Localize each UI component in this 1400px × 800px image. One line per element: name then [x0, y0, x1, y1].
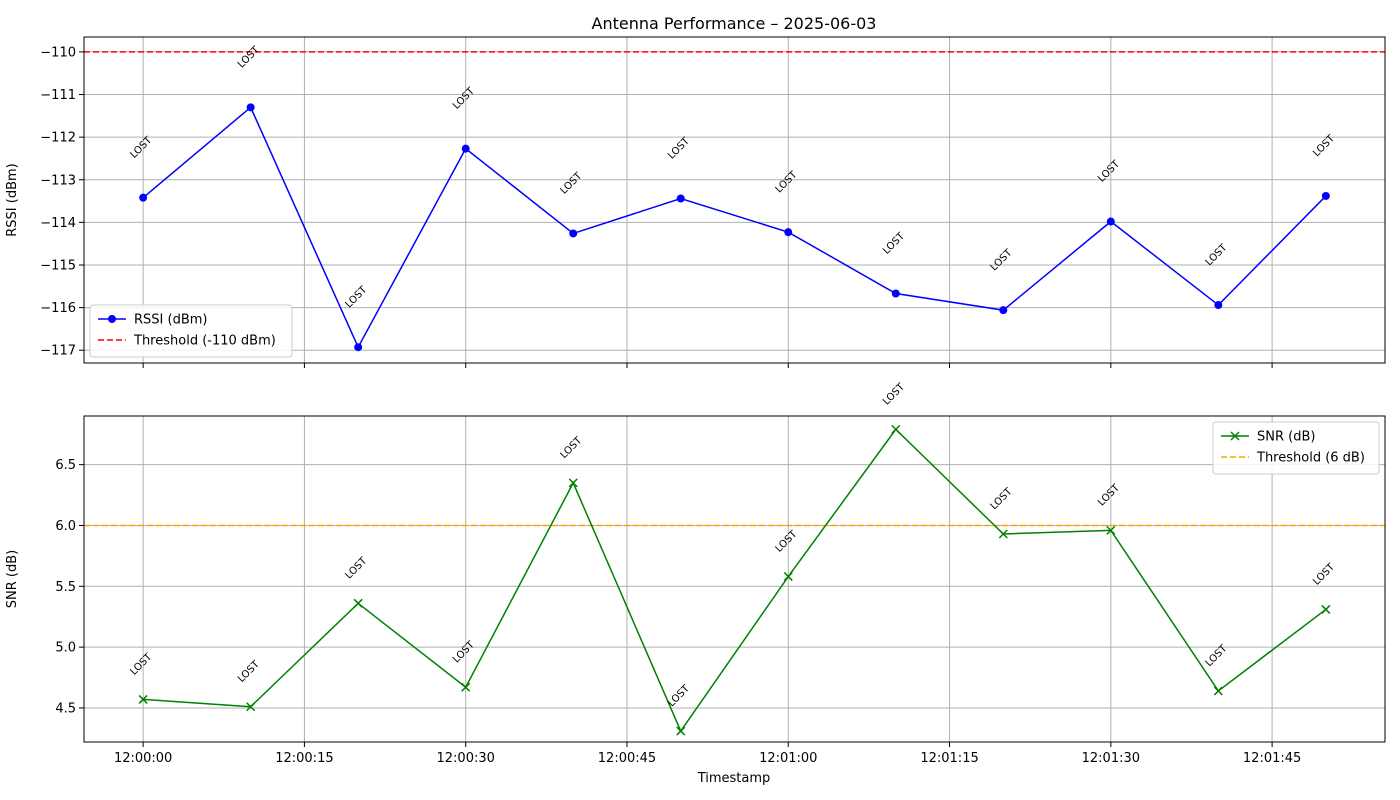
- y-tick-label: 4.5: [55, 701, 76, 716]
- data-point: [569, 229, 578, 238]
- legend-threshold-label: Threshold (-110 dBm): [133, 334, 276, 349]
- legend-series-marker: [1230, 431, 1240, 441]
- legend-box: [89, 304, 293, 358]
- legend: RSSI (dBm) Threshold (-110 dBm): [89, 304, 293, 358]
- annotation-lost: LOST: [128, 134, 154, 160]
- data-point: [784, 228, 793, 237]
- axes-frame: [83, 36, 1386, 364]
- annotation-lost: LOST: [881, 381, 907, 407]
- legend-series-label: RSSI (dBm): [134, 313, 207, 328]
- annotation-lost: LOST: [1204, 643, 1230, 669]
- y-tick-label: −110: [40, 45, 76, 60]
- data-point: [138, 694, 148, 704]
- legend-threshold-label: Threshold (6 dB): [1256, 451, 1365, 466]
- data-point: [891, 289, 900, 298]
- data-point: [999, 306, 1008, 315]
- data-point: [783, 572, 793, 582]
- legend: SNR (dB) Threshold (6 dB): [1212, 421, 1380, 475]
- annotation-lost: LOST: [1096, 482, 1122, 508]
- annotation-lost: LOST: [128, 651, 154, 677]
- data-point: [676, 194, 685, 203]
- annotation-lost: LOST: [881, 230, 907, 256]
- y-tick-label: −117: [40, 344, 76, 359]
- series-line: [142, 106, 1327, 349]
- data-point: [461, 144, 470, 153]
- annotation-lost: LOST: [236, 658, 262, 684]
- y-tick-label: 5.5: [55, 580, 76, 595]
- annotation-lost: LOST: [666, 683, 692, 709]
- x-tick-label: 12:00:00: [114, 751, 172, 766]
- chart-title: Antenna Performance – 2025-06-03: [592, 14, 877, 33]
- annotation-lost: LOST: [666, 135, 692, 161]
- series-line: [143, 428, 1327, 733]
- annotation-lost: LOST: [774, 169, 800, 195]
- y-tick-label: −111: [40, 88, 76, 103]
- annotation-lost: LOST: [1204, 242, 1230, 268]
- x-tick-label: 12:00:45: [598, 751, 656, 766]
- data-point: [246, 103, 255, 112]
- data-point: [891, 424, 901, 434]
- annotation-lost: LOST: [236, 44, 262, 70]
- data-point: [139, 193, 148, 202]
- x-tick-label: 12:01:15: [920, 751, 978, 766]
- annotation-lost: LOST: [774, 528, 800, 554]
- data-point: [1106, 217, 1115, 226]
- x-tick-label: 12:01:30: [1082, 751, 1140, 766]
- y-tick-label: −115: [40, 258, 76, 273]
- annotation-lost: LOST: [451, 85, 477, 111]
- y-tick-label: 6.0: [55, 519, 76, 534]
- annotation-lost: LOST: [1311, 561, 1337, 587]
- x-axis-label: Timestamp: [697, 771, 771, 786]
- y-tick-label: −113: [40, 173, 76, 188]
- x-tick-label: 12:00:15: [275, 751, 333, 766]
- data-point: [568, 478, 578, 488]
- y-tick-label: −112: [40, 131, 76, 146]
- y-tick-label: −114: [40, 216, 76, 231]
- legend-box: [1212, 421, 1380, 475]
- annotation-lost: LOST: [989, 247, 1015, 273]
- data-point: [998, 529, 1008, 539]
- y-axis-label: SNR (dB): [5, 550, 20, 608]
- data-point: [1214, 301, 1223, 310]
- legend-series-marker: [108, 315, 116, 323]
- y-tick-label: 5.0: [55, 641, 76, 656]
- data-point: [1321, 191, 1330, 200]
- y-tick-label: −116: [40, 301, 76, 316]
- annotation-lost: LOST: [343, 555, 369, 581]
- annotation-lost: LOST: [1096, 158, 1122, 184]
- data-point: [676, 726, 686, 736]
- data-point: [1106, 525, 1116, 535]
- annotation-lost: LOST: [1311, 133, 1337, 159]
- annotation-lost: LOST: [343, 284, 369, 310]
- data-point: [246, 702, 256, 712]
- annotation-lost: LOST: [559, 435, 585, 461]
- data-point: [461, 682, 471, 692]
- snr-subplot: 12:00:00 12:00:15 12:00:30 12:00:45 12:01:00…: [5, 381, 1386, 766]
- legend-series-label: SNR (dB): [1257, 430, 1315, 445]
- x-tick-label: 12:01:00: [759, 751, 817, 766]
- annotation-lost: LOST: [451, 639, 477, 665]
- annotation-lost: LOST: [559, 170, 585, 196]
- x-tick-label: 12:00:30: [437, 751, 495, 766]
- data-point: [353, 598, 363, 608]
- rssi-subplot: −110 −111 −112 −113 −114 −115 −116 −117 RSSI (dB…: [5, 36, 1386, 368]
- data-point: [1321, 604, 1331, 614]
- axes-frame: [83, 415, 1386, 743]
- data-point: [354, 343, 363, 352]
- annotation-lost: LOST: [989, 486, 1015, 512]
- y-tick-label: 6.5: [55, 458, 76, 473]
- y-axis-label: RSSI (dBm): [5, 163, 20, 236]
- x-tick-label: 12:01:45: [1243, 751, 1301, 766]
- data-point: [1213, 686, 1223, 696]
